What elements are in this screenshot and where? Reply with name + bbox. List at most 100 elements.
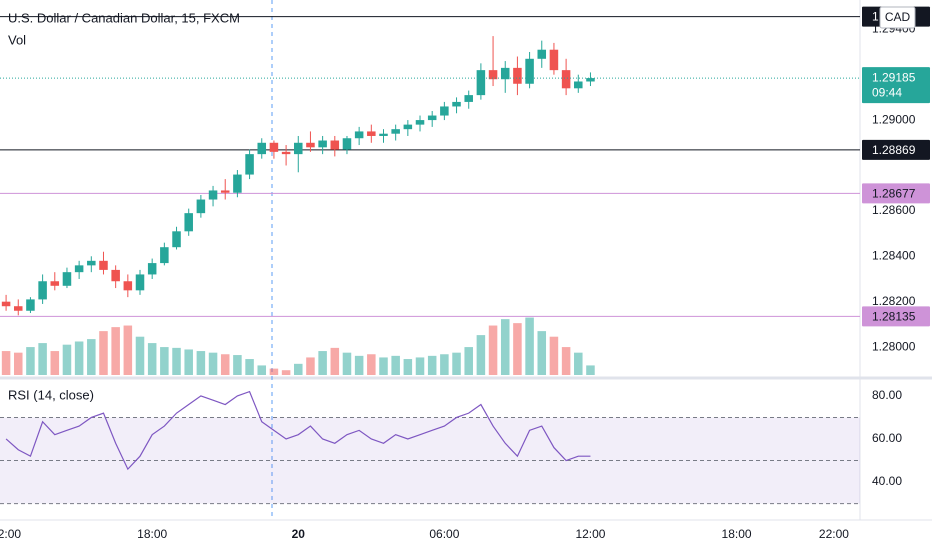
price-tag	[862, 139, 930, 160]
volume-bar	[367, 354, 376, 375]
volume-bar	[26, 347, 35, 375]
candle-body	[427, 115, 437, 121]
volume-bar	[488, 325, 498, 375]
volume-bar	[452, 352, 461, 375]
volume-bar	[306, 357, 315, 375]
candle-body	[354, 131, 364, 139]
volume-bar	[99, 331, 108, 375]
volume-bar	[74, 341, 84, 375]
candle-body	[440, 106, 449, 116]
volume-bar	[184, 349, 193, 375]
y-tick-label: 1.29000	[872, 112, 916, 126]
candle-body	[14, 306, 23, 311]
candle-body	[379, 133, 388, 136]
candle-body	[111, 269, 120, 282]
candle-body	[123, 281, 133, 291]
price-tag-label: 1.28135	[872, 310, 916, 324]
y-tick-label: 1.28000	[872, 339, 916, 353]
volume-bar	[427, 355, 437, 375]
y-tick-label: 1.28200	[872, 294, 916, 308]
candle-body	[342, 138, 352, 150]
volume-bar	[342, 352, 352, 375]
chart-title: U.S. Dollar / Canadian Dollar, 15, FXCM	[8, 10, 240, 25]
candle-body	[525, 58, 534, 84]
candle-body	[403, 124, 413, 130]
volume-bar	[135, 336, 145, 375]
candle-body	[306, 142, 315, 148]
rsi-tick-label: 80.00	[872, 388, 902, 402]
volume-bar	[391, 355, 400, 375]
candle-body	[233, 174, 242, 193]
candle-body	[50, 281, 60, 286]
price-tag-label: 1.28869	[872, 143, 916, 157]
candle-body	[196, 199, 206, 214]
volume-bar	[14, 352, 23, 375]
volume-bar	[330, 347, 340, 375]
currency-label: CAD	[885, 10, 911, 24]
volume-bar	[574, 352, 583, 375]
candle-body	[561, 70, 571, 89]
candle-body	[269, 142, 279, 152]
volume-bar	[172, 347, 181, 375]
volume-bar	[147, 343, 157, 375]
candle-body	[488, 70, 498, 80]
candle-body	[135, 274, 145, 291]
volume-bar	[281, 370, 291, 375]
candle-body	[38, 281, 47, 300]
candle-body	[220, 190, 230, 193]
x-tick-label: 18:00	[722, 527, 752, 541]
price-tag	[862, 306, 930, 327]
candle-body	[184, 213, 193, 232]
candle-body	[330, 140, 340, 150]
volume-bar	[294, 363, 303, 375]
candle-body	[147, 263, 157, 275]
volume-bar	[269, 368, 279, 375]
y-tick-label: 1.28400	[872, 248, 916, 262]
volume-bar	[196, 351, 206, 375]
volume-bar	[38, 343, 47, 375]
candle-body	[74, 265, 84, 273]
volume-bar	[318, 351, 327, 375]
price-tag	[862, 183, 930, 204]
candle-body	[476, 70, 486, 96]
rsi-tick-label: 60.00	[872, 431, 902, 445]
candle-body	[391, 129, 400, 134]
rsi-line	[5, 390, 591, 471]
volume-bar	[62, 344, 72, 375]
volume-bar	[257, 365, 267, 375]
candle-body	[513, 67, 522, 84]
candle-body	[367, 131, 376, 136]
volume-bar	[379, 357, 388, 375]
volume-bar	[464, 347, 473, 375]
y-tick-label: 1.28600	[872, 203, 916, 217]
volume-bar	[537, 331, 547, 375]
volume-bar	[87, 339, 96, 375]
candle-body	[257, 142, 267, 155]
volume-bar	[160, 347, 169, 375]
candle-body	[99, 260, 108, 270]
candle-body	[500, 67, 510, 80]
last-price-tag	[862, 67, 930, 104]
candle-body	[172, 231, 181, 248]
candle-body	[415, 120, 425, 125]
candle-body	[549, 49, 559, 71]
candle-body	[62, 272, 72, 286]
candle-body	[87, 260, 96, 266]
x-tick-label: 20	[292, 527, 306, 541]
volume-bar	[440, 354, 449, 375]
volume-label: Vol	[8, 32, 26, 47]
volume-bar	[476, 335, 486, 375]
countdown-label: 09:44	[872, 85, 902, 99]
candle-body	[208, 190, 218, 200]
volume-bar	[220, 354, 230, 375]
volume-bar	[586, 365, 595, 375]
x-tick-label: 12:00	[575, 527, 605, 541]
candle-body	[160, 247, 169, 264]
x-tick-label: 18:00	[137, 527, 167, 541]
volume-bar	[111, 327, 120, 375]
x-tick-label: 06:00	[429, 527, 459, 541]
volume-bar	[549, 336, 559, 375]
volume-bar	[1, 351, 11, 375]
